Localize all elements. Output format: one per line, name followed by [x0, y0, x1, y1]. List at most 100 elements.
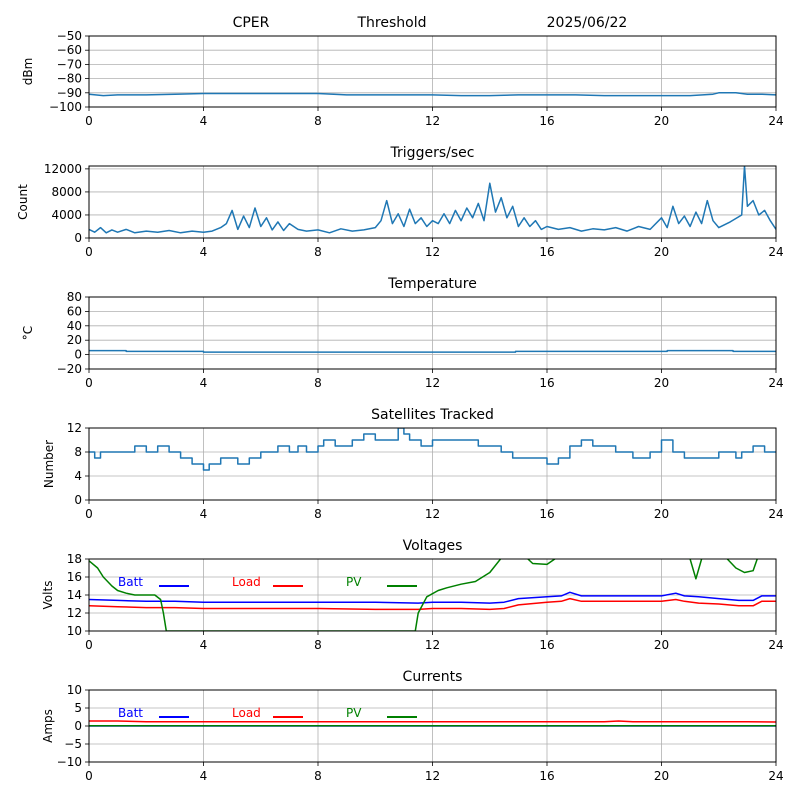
y-axis-label: dBm — [21, 58, 35, 86]
chart-panel-5: 0 4 8 12 16 20 24 −10 −5 0 5 10 Currents Amps Batt Load… — [41, 669, 784, 783]
y-axis-label: Count — [16, 184, 30, 220]
x-tick-label: 4 — [200, 245, 208, 259]
x-tick-label: 0 — [85, 245, 93, 259]
y-tick-label: 60 — [67, 304, 82, 318]
x-tick-label: 24 — [768, 507, 783, 521]
x-tick-label: 0 — [85, 507, 93, 521]
x-tick-label: 24 — [768, 638, 783, 652]
y-tick-label: 0 — [74, 719, 82, 733]
y-tick-label: 12000 — [44, 162, 82, 176]
legend-label-batt: Batt — [118, 706, 143, 720]
y-tick-label: −100 — [49, 100, 82, 114]
y-tick-label: 4 — [74, 469, 82, 483]
y-axis-label: Amps — [41, 709, 55, 743]
y-axis-label: Volts — [41, 581, 55, 610]
x-tick-label: 4 — [200, 507, 208, 521]
x-tick-label: 12 — [425, 376, 440, 390]
x-tick-label: 12 — [425, 638, 440, 652]
x-tick-label: 20 — [654, 638, 669, 652]
y-tick-label: −10 — [57, 755, 82, 769]
x-tick-label: 8 — [314, 114, 322, 128]
legend-label-batt: Batt — [118, 575, 143, 589]
y-tick-label: −80 — [57, 72, 82, 86]
x-tick-label: 16 — [539, 507, 554, 521]
x-tick-label: 12 — [425, 114, 440, 128]
x-tick-label: 16 — [539, 114, 554, 128]
x-tick-label: 16 — [539, 769, 554, 783]
y-tick-label: −70 — [57, 57, 82, 71]
y-tick-label: 80 — [67, 290, 82, 304]
x-tick-label: 12 — [425, 769, 440, 783]
x-tick-label: 8 — [314, 638, 322, 652]
x-tick-label: 0 — [85, 638, 93, 652]
x-tick-label: 20 — [654, 245, 669, 259]
chart-panel-0: 0 4 8 12 16 20 24 −100−90−80−70−60−50 dBm — [21, 29, 784, 128]
chart-title: Satellites Tracked — [371, 407, 494, 423]
y-tick-label: 12 — [67, 606, 82, 620]
x-tick-label: 20 — [654, 507, 669, 521]
y-tick-label: −5 — [64, 737, 82, 751]
y-tick-label: 5 — [74, 701, 82, 715]
y-tick-label: 10 — [67, 624, 82, 638]
y-tick-label: 18 — [67, 552, 82, 566]
x-tick-label: 0 — [85, 114, 93, 128]
chart-panel-4: 0 4 8 12 16 20 24 10 12 14 16 18 Voltages Volts Batt Lo… — [41, 538, 784, 652]
x-tick-label: 8 — [314, 376, 322, 390]
legend-label-load: Load — [232, 706, 261, 720]
y-tick-label: 12 — [67, 421, 82, 435]
series-line-pv — [89, 559, 759, 631]
x-tick-label: 8 — [314, 245, 322, 259]
y-tick-label: −60 — [57, 43, 82, 57]
chart-title: Currents — [403, 669, 463, 685]
x-tick-label: 20 — [654, 376, 669, 390]
x-tick-label: 8 — [314, 769, 322, 783]
x-tick-label: 4 — [200, 376, 208, 390]
chart-title: Temperature — [387, 276, 477, 292]
y-tick-label: 0 — [74, 348, 82, 362]
x-tick-label: 12 — [425, 507, 440, 521]
series-line-batt — [89, 591, 776, 604]
series-line-load — [89, 720, 776, 723]
x-tick-label: 4 — [200, 638, 208, 652]
site-label: CPER — [233, 15, 270, 31]
series-line-0 — [89, 349, 776, 353]
y-tick-label: 14 — [67, 588, 82, 602]
y-tick-label: 8000 — [51, 185, 82, 199]
x-tick-label: 0 — [85, 376, 93, 390]
x-tick-label: 0 — [85, 769, 93, 783]
series-line-0 — [89, 92, 776, 97]
chart-panel-1: 0 4 8 12 16 20 24 0 4000 8000 12000 Triggers/sec Cou… — [16, 145, 784, 259]
y-tick-label: −50 — [57, 29, 82, 43]
legend-label-pv: PV — [346, 575, 362, 589]
x-tick-label: 4 — [200, 769, 208, 783]
y-tick-label: 4000 — [51, 208, 82, 222]
x-tick-label: 24 — [768, 114, 783, 128]
date-label: 2025/06/22 — [547, 15, 628, 31]
y-tick-label: 40 — [67, 319, 82, 333]
x-tick-label: 16 — [539, 638, 554, 652]
y-tick-label: −90 — [57, 86, 82, 100]
chart-title: Voltages — [403, 538, 463, 554]
x-tick-label: 24 — [768, 769, 783, 783]
y-axis-label: Number — [42, 440, 56, 488]
y-tick-label: −20 — [57, 362, 82, 376]
x-tick-label: 16 — [539, 376, 554, 390]
y-tick-label: 0 — [74, 493, 82, 507]
x-tick-label: 20 — [654, 769, 669, 783]
y-tick-label: 0 — [74, 231, 82, 245]
y-tick-label: 20 — [67, 333, 82, 347]
mode-label: Threshold — [357, 15, 427, 31]
x-tick-label: 24 — [768, 245, 783, 259]
legend-label-load: Load — [232, 575, 261, 589]
y-tick-label: 10 — [67, 683, 82, 697]
x-tick-label: 16 — [539, 245, 554, 259]
x-tick-label: 24 — [768, 376, 783, 390]
x-tick-label: 8 — [314, 507, 322, 521]
legend-label-pv: PV — [346, 706, 362, 720]
chart-title: Triggers/sec — [390, 145, 475, 161]
series-line-load — [89, 597, 776, 611]
x-tick-label: 4 — [200, 114, 208, 128]
series-line-0 — [89, 166, 776, 234]
